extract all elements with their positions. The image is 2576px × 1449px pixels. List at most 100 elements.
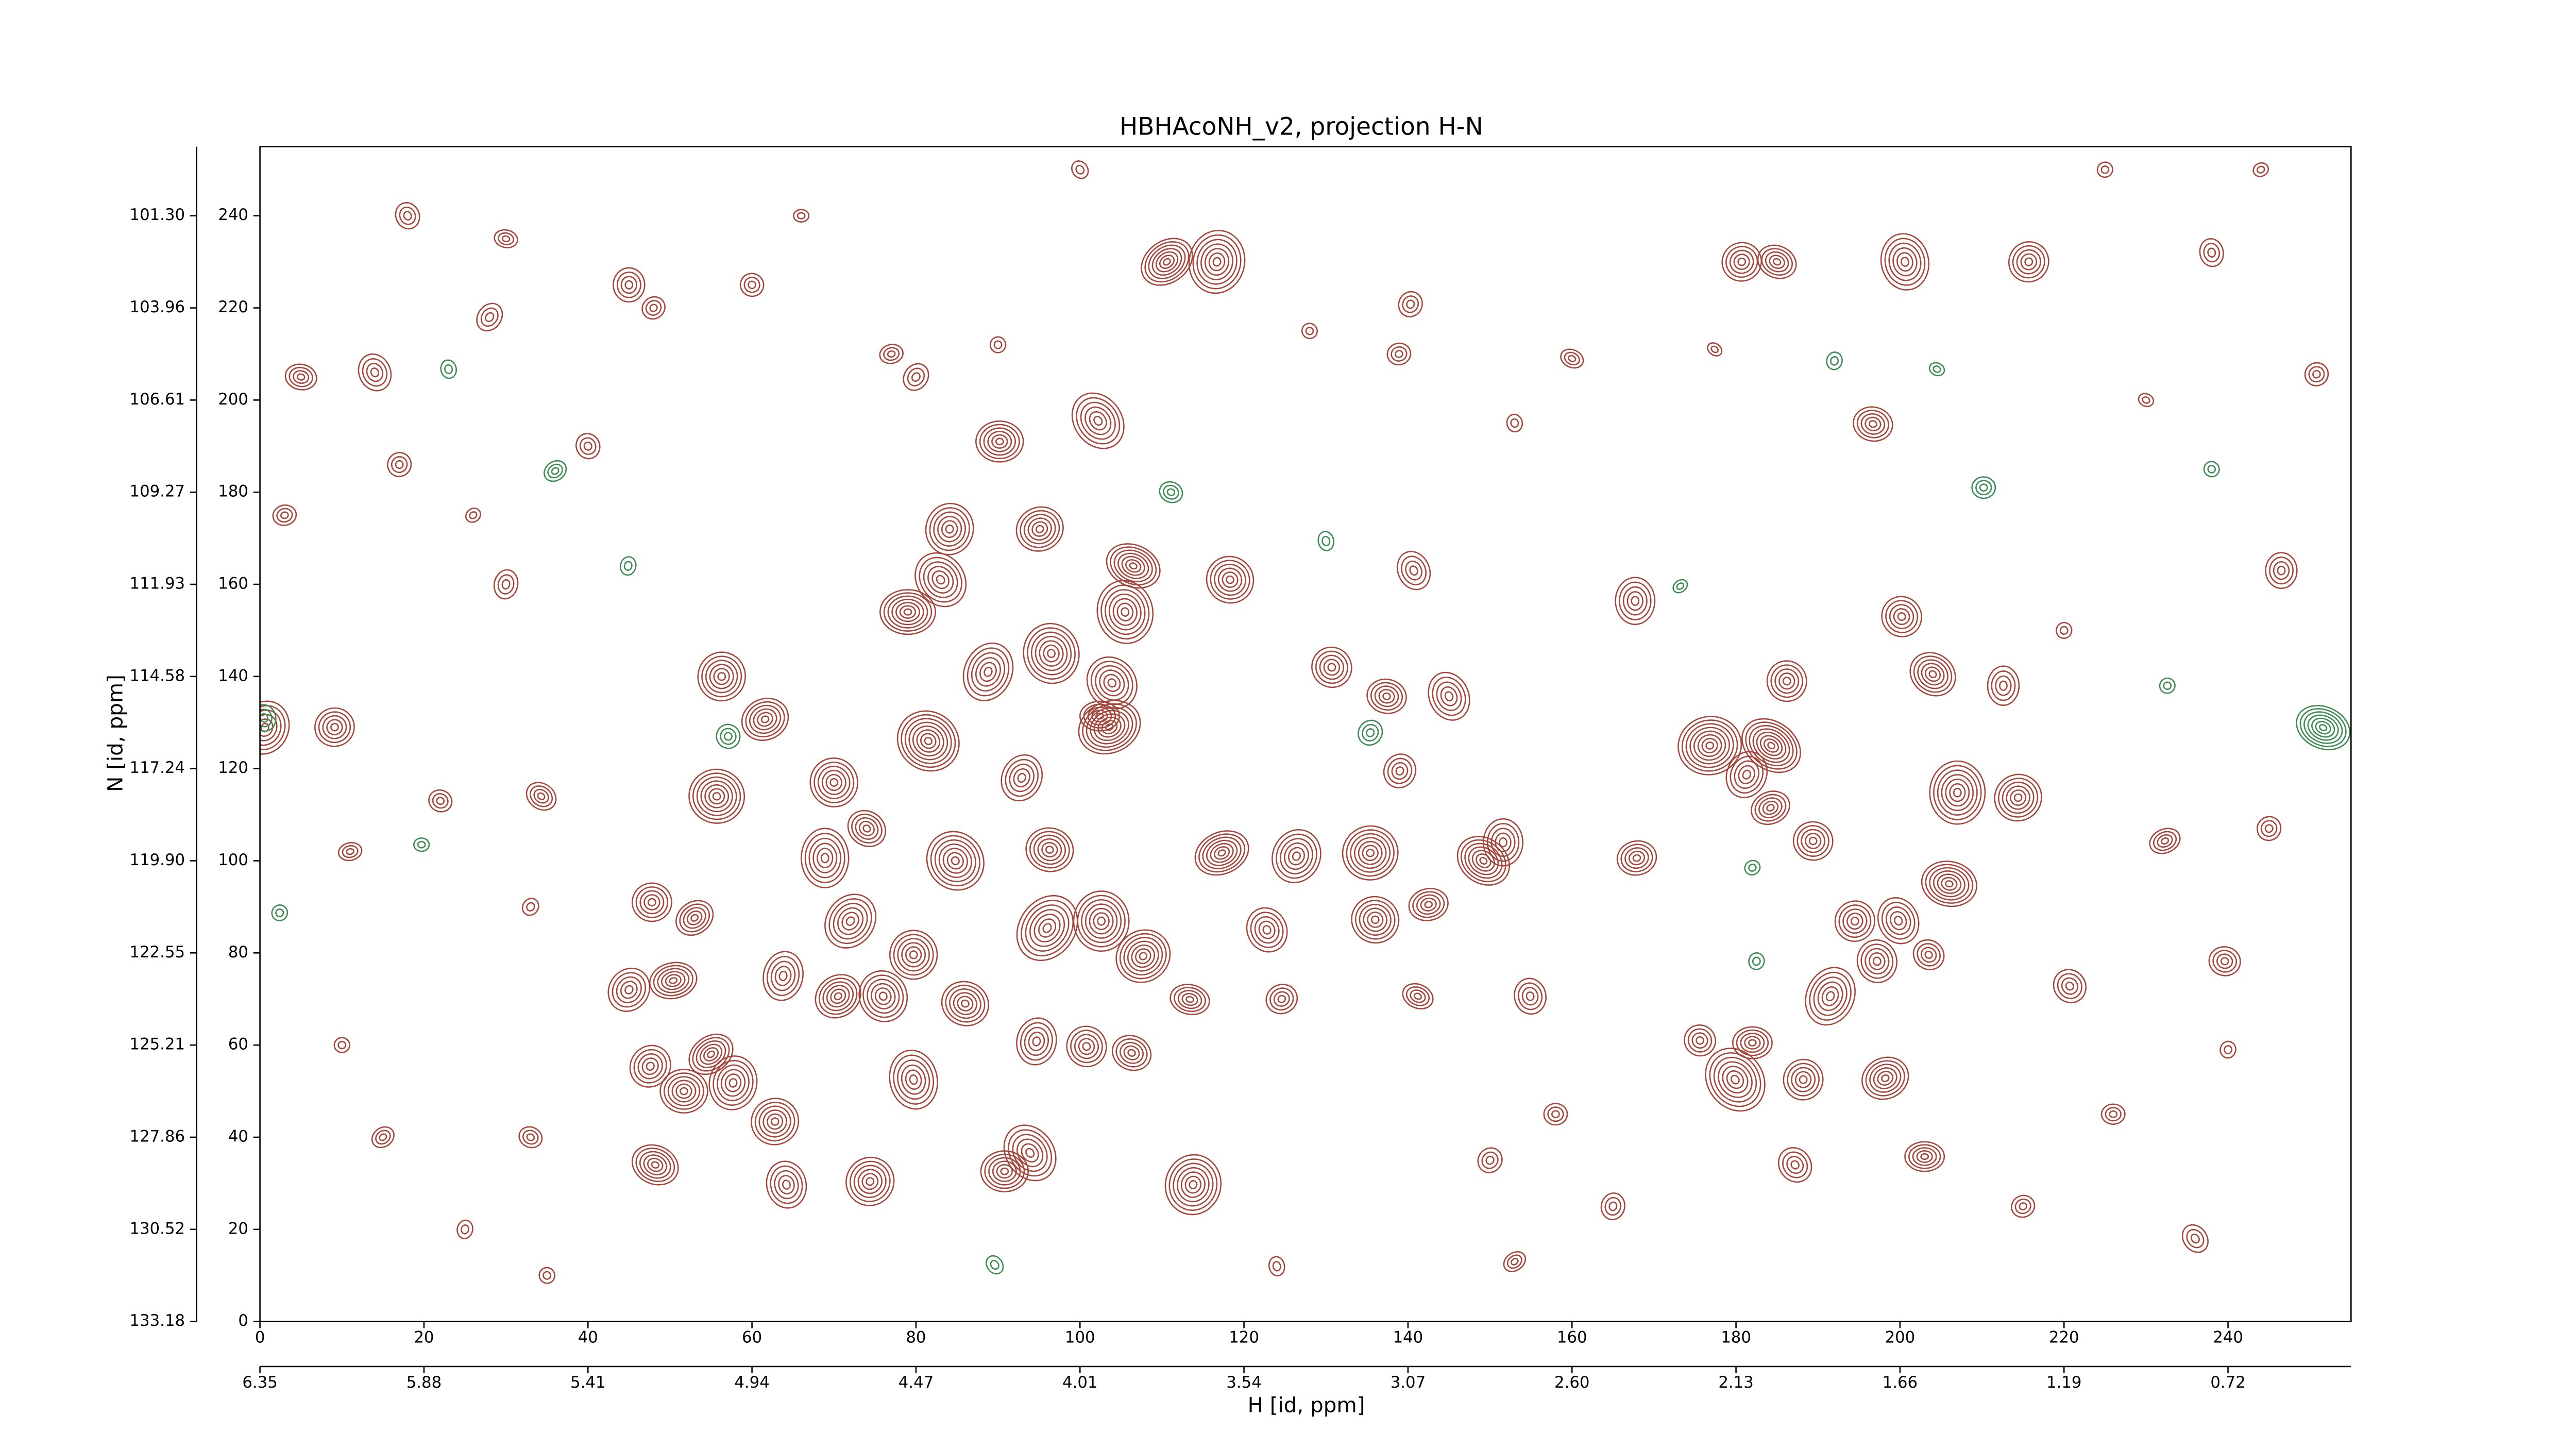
peak bbox=[2100, 1103, 2126, 1125]
contour-ring bbox=[1386, 342, 1412, 366]
contour-ring bbox=[1971, 476, 1996, 499]
contour-ring bbox=[2181, 1224, 2209, 1253]
contour-ring bbox=[716, 723, 741, 749]
contour-ring bbox=[1129, 562, 1138, 570]
contour-ring bbox=[296, 373, 306, 381]
contour-ring bbox=[616, 976, 642, 1003]
contour-ring bbox=[1168, 1158, 1218, 1211]
peak bbox=[1677, 716, 1742, 776]
contour-ring bbox=[1090, 710, 1129, 745]
contour-ring bbox=[1615, 577, 1656, 626]
contour-ring bbox=[1826, 351, 1843, 370]
contour-ring bbox=[326, 719, 343, 735]
contour-ring bbox=[2256, 165, 2265, 174]
contour-ring bbox=[2304, 362, 2329, 386]
contour-ring bbox=[333, 1037, 350, 1053]
contour-ring bbox=[1362, 845, 1379, 862]
contour-ring bbox=[428, 789, 453, 813]
contour-ring bbox=[862, 974, 904, 1018]
contour-ring bbox=[990, 1260, 999, 1270]
contour-ring bbox=[1731, 1074, 1740, 1085]
peak bbox=[575, 433, 601, 460]
contour-ring bbox=[1748, 1039, 1757, 1047]
peak bbox=[1881, 596, 1922, 637]
contour-ring bbox=[1283, 842, 1309, 870]
contour-ring bbox=[1387, 757, 1413, 784]
peak bbox=[751, 1098, 800, 1145]
contour-ring bbox=[665, 974, 682, 987]
contour-ring bbox=[1506, 1254, 1522, 1269]
contour-ring bbox=[1941, 774, 1974, 812]
contour-ring bbox=[1003, 1124, 1057, 1182]
contour-ring bbox=[607, 967, 651, 1012]
contour-ring bbox=[699, 1043, 723, 1065]
contour-ring bbox=[1999, 680, 2008, 691]
contour-ring bbox=[1370, 682, 1403, 711]
contour-ring bbox=[2277, 565, 2286, 576]
peak bbox=[387, 452, 412, 477]
peak bbox=[1396, 551, 1431, 591]
contour-ring bbox=[1045, 846, 1054, 854]
y-tick-label: 240 bbox=[218, 206, 248, 224]
contour-ring bbox=[683, 907, 706, 929]
peak bbox=[1351, 896, 1400, 944]
contour-ring bbox=[1928, 670, 1937, 679]
contour-ring bbox=[1736, 1029, 1769, 1056]
contour-ring bbox=[796, 212, 806, 220]
y-tick-label: 20 bbox=[228, 1219, 248, 1238]
contour-ring bbox=[953, 992, 978, 1016]
contour-ring bbox=[895, 602, 920, 622]
contour-ring bbox=[1084, 903, 1118, 939]
contour-ring bbox=[395, 202, 420, 230]
peak bbox=[1805, 967, 1856, 1026]
y-tick-label: 100 bbox=[218, 851, 248, 869]
x-axis-label: H [id, ppm] bbox=[1248, 1393, 1365, 1418]
contour-ring bbox=[1765, 251, 1789, 273]
contour-ring bbox=[330, 722, 339, 732]
contour-ring bbox=[366, 363, 384, 382]
peak bbox=[649, 962, 698, 1000]
contour-ring bbox=[1865, 948, 1890, 975]
peak bbox=[2149, 828, 2181, 854]
contour-ring bbox=[1366, 728, 1375, 737]
peak bbox=[1783, 1058, 1824, 1101]
y-tick-label: 120 bbox=[218, 759, 248, 777]
contour-ring bbox=[1904, 1141, 1945, 1172]
y2-tick-label: 117.24 bbox=[130, 759, 185, 777]
x-tick-label: 20 bbox=[414, 1328, 434, 1346]
contour-ring bbox=[551, 467, 560, 475]
contour-ring bbox=[1073, 890, 1130, 952]
contour-ring bbox=[2307, 714, 2339, 741]
contour-ring bbox=[1691, 1032, 1708, 1049]
peak bbox=[1071, 392, 1125, 449]
contour-ring bbox=[1311, 646, 1352, 688]
contour-ring bbox=[1159, 481, 1183, 503]
contour-ring bbox=[260, 705, 286, 751]
contour-ring bbox=[1933, 365, 1941, 373]
contour-ring bbox=[1405, 560, 1422, 581]
peak bbox=[762, 951, 804, 1001]
contour-ring bbox=[1105, 723, 1114, 731]
contour-ring bbox=[1097, 916, 1106, 926]
contour-ring bbox=[934, 839, 976, 883]
contour-ring bbox=[1631, 596, 1640, 606]
peak bbox=[1560, 348, 1584, 369]
contour-ring bbox=[971, 652, 1006, 692]
contour-ring bbox=[1987, 665, 2020, 706]
contour-ring bbox=[1477, 1147, 1503, 1173]
contour-ring bbox=[1105, 589, 1146, 635]
contour-ring bbox=[1696, 1036, 1704, 1045]
contour-ring bbox=[1144, 241, 1190, 283]
contour-ring bbox=[1725, 751, 1768, 799]
contour-ring bbox=[1751, 790, 1790, 825]
peak bbox=[1096, 580, 1154, 644]
contour-ring bbox=[993, 340, 1003, 349]
contour-ring bbox=[686, 910, 703, 925]
contour-ring bbox=[679, 903, 710, 933]
contour-ring bbox=[819, 978, 858, 1015]
peak bbox=[1073, 890, 1130, 952]
contour-ring bbox=[485, 312, 495, 323]
contour-ring bbox=[1754, 794, 1787, 822]
contour-ring bbox=[533, 788, 549, 804]
peak bbox=[739, 273, 765, 297]
